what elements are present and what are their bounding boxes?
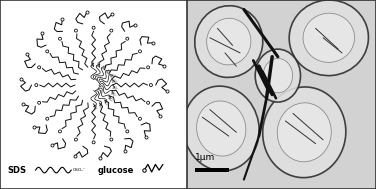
Circle shape [138,117,141,120]
Text: OSO₃⁻: OSO₃⁻ [97,102,103,111]
Circle shape [46,117,49,120]
Ellipse shape [289,0,368,76]
Text: 1μm: 1μm [195,153,215,162]
Circle shape [147,66,150,69]
Ellipse shape [197,101,246,156]
Text: OSO₃⁻: OSO₃⁻ [92,104,96,111]
Circle shape [126,37,129,40]
Text: OSO₃⁻: OSO₃⁻ [110,91,118,98]
Circle shape [46,50,49,53]
Ellipse shape [277,103,331,162]
Text: SDS: SDS [8,166,26,175]
Circle shape [110,29,113,32]
Text: OSO₃⁻: OSO₃⁻ [102,100,109,108]
Ellipse shape [303,13,355,62]
Circle shape [92,26,95,29]
Circle shape [149,84,152,87]
Circle shape [58,37,61,40]
Circle shape [58,130,61,133]
Circle shape [74,138,77,141]
Text: OSO₃⁻: OSO₃⁻ [106,96,115,104]
Text: glucose: glucose [97,166,134,175]
Text: OSO₃⁻: OSO₃⁻ [102,62,109,70]
Bar [195,168,229,172]
Ellipse shape [263,87,346,178]
Text: OSO₃⁻: OSO₃⁻ [106,66,115,74]
Text: OSO₃⁻: OSO₃⁻ [112,86,120,91]
Circle shape [38,101,41,104]
Circle shape [126,130,129,133]
Ellipse shape [195,6,263,77]
Ellipse shape [183,86,259,171]
Text: OSO₃⁻: OSO₃⁻ [97,59,103,68]
Ellipse shape [255,49,300,102]
Circle shape [74,29,77,32]
Circle shape [147,101,150,104]
Circle shape [92,141,95,144]
Circle shape [138,50,141,53]
Ellipse shape [207,18,251,65]
Text: OSO₃⁻: OSO₃⁻ [110,72,118,79]
Circle shape [38,66,41,69]
Circle shape [110,138,113,141]
Text: OSO₃⁻: OSO₃⁻ [92,59,96,67]
Circle shape [35,84,38,87]
Text: OSO₃⁻: OSO₃⁻ [73,168,86,172]
Text: OSO₃⁻: OSO₃⁻ [112,79,120,84]
Ellipse shape [263,58,293,93]
